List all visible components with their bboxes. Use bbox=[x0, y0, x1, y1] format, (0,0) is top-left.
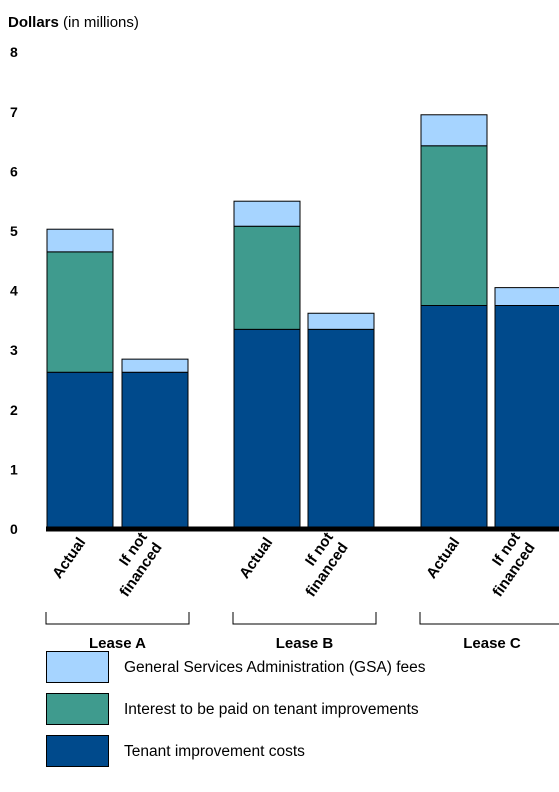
bar-segment-tenant-costs bbox=[420, 305, 488, 530]
y-tick-label: 1 bbox=[10, 461, 18, 477]
bar-segment-interest bbox=[46, 251, 114, 373]
y-tick-label: 6 bbox=[10, 163, 18, 179]
bar-segment-tenant-costs bbox=[233, 328, 301, 530]
category-labels: Actual If notfinanced Actual If notfinanced… bbox=[49, 529, 539, 600]
group-label: Lease B bbox=[276, 635, 334, 650]
bar-segment-gsa-fees bbox=[307, 312, 375, 330]
y-tick-label: 0 bbox=[10, 521, 18, 537]
category-label-line: Actual bbox=[49, 535, 89, 582]
y-tick-label: 2 bbox=[10, 402, 18, 418]
bar-segment-tenant-costs bbox=[46, 371, 114, 530]
bar-segment-interest bbox=[233, 225, 301, 330]
y-axis-title: Dollars (in millions) bbox=[8, 14, 139, 31]
y-axis-title-main: Dollars bbox=[8, 14, 59, 31]
y-tick-label: 7 bbox=[10, 104, 18, 120]
category-label: Actual bbox=[49, 535, 89, 582]
y-tick-label: 4 bbox=[10, 283, 18, 299]
category-label: If notfinanced bbox=[288, 529, 352, 600]
legend-swatch-gsa-fees bbox=[46, 651, 109, 683]
group-bracket bbox=[419, 612, 559, 625]
stacked-bar-chart: Dollars (in millions) 0 1 2 3 4 5 6 7 8 Actual If… bbox=[8, 14, 559, 650]
bar-segment-tenant-costs bbox=[307, 328, 375, 530]
bar-segment-tenant-costs bbox=[121, 371, 189, 530]
y-axis-ticks: 0 1 2 3 4 5 6 7 8 bbox=[10, 44, 18, 537]
y-tick-label: 3 bbox=[10, 342, 18, 358]
group-label: Lease A bbox=[89, 635, 146, 650]
legend-item-tenant-costs: Tenant improvement costs bbox=[46, 735, 546, 769]
legend-item-interest: Interest to be paid on tenant improvemen… bbox=[46, 693, 546, 727]
y-tick-label: 5 bbox=[10, 223, 18, 239]
legend-swatch-tenant-costs bbox=[46, 735, 109, 767]
legend-item-gsa-fees: General Services Administration (GSA) fe… bbox=[46, 651, 546, 685]
bar-segment-tenant-costs bbox=[494, 305, 559, 530]
bar-segment-interest bbox=[420, 145, 488, 306]
bar-segment-gsa-fees bbox=[46, 228, 114, 253]
bar-segment-gsa-fees bbox=[420, 114, 488, 147]
bar-segment-gsa-fees bbox=[233, 200, 301, 227]
bars bbox=[46, 114, 559, 530]
lease-group-brackets: Lease A Lease B Lease C bbox=[45, 612, 559, 650]
group-bracket bbox=[45, 612, 190, 625]
legend-label-interest: Interest to be paid on tenant improvemen… bbox=[124, 701, 419, 718]
y-axis-title-units: (in millions) bbox=[63, 14, 139, 31]
legend-swatch-interest bbox=[46, 693, 109, 725]
group-label: Lease C bbox=[463, 635, 521, 650]
group-bracket bbox=[232, 612, 377, 625]
category-label-line: Actual bbox=[423, 535, 463, 582]
y-tick-label: 8 bbox=[10, 44, 18, 60]
category-label-line: Actual bbox=[236, 535, 276, 582]
category-label: If notfinanced bbox=[475, 529, 539, 600]
bar-segment-gsa-fees bbox=[121, 358, 189, 373]
category-label: Actual bbox=[423, 535, 463, 582]
legend-label-tenant-costs: Tenant improvement costs bbox=[124, 743, 305, 760]
bar-segment-gsa-fees bbox=[494, 287, 559, 306]
category-label: Actual bbox=[236, 535, 276, 582]
legend-label-gsa-fees: General Services Administration (GSA) fe… bbox=[124, 659, 426, 676]
category-label: If notfinanced bbox=[102, 529, 166, 600]
